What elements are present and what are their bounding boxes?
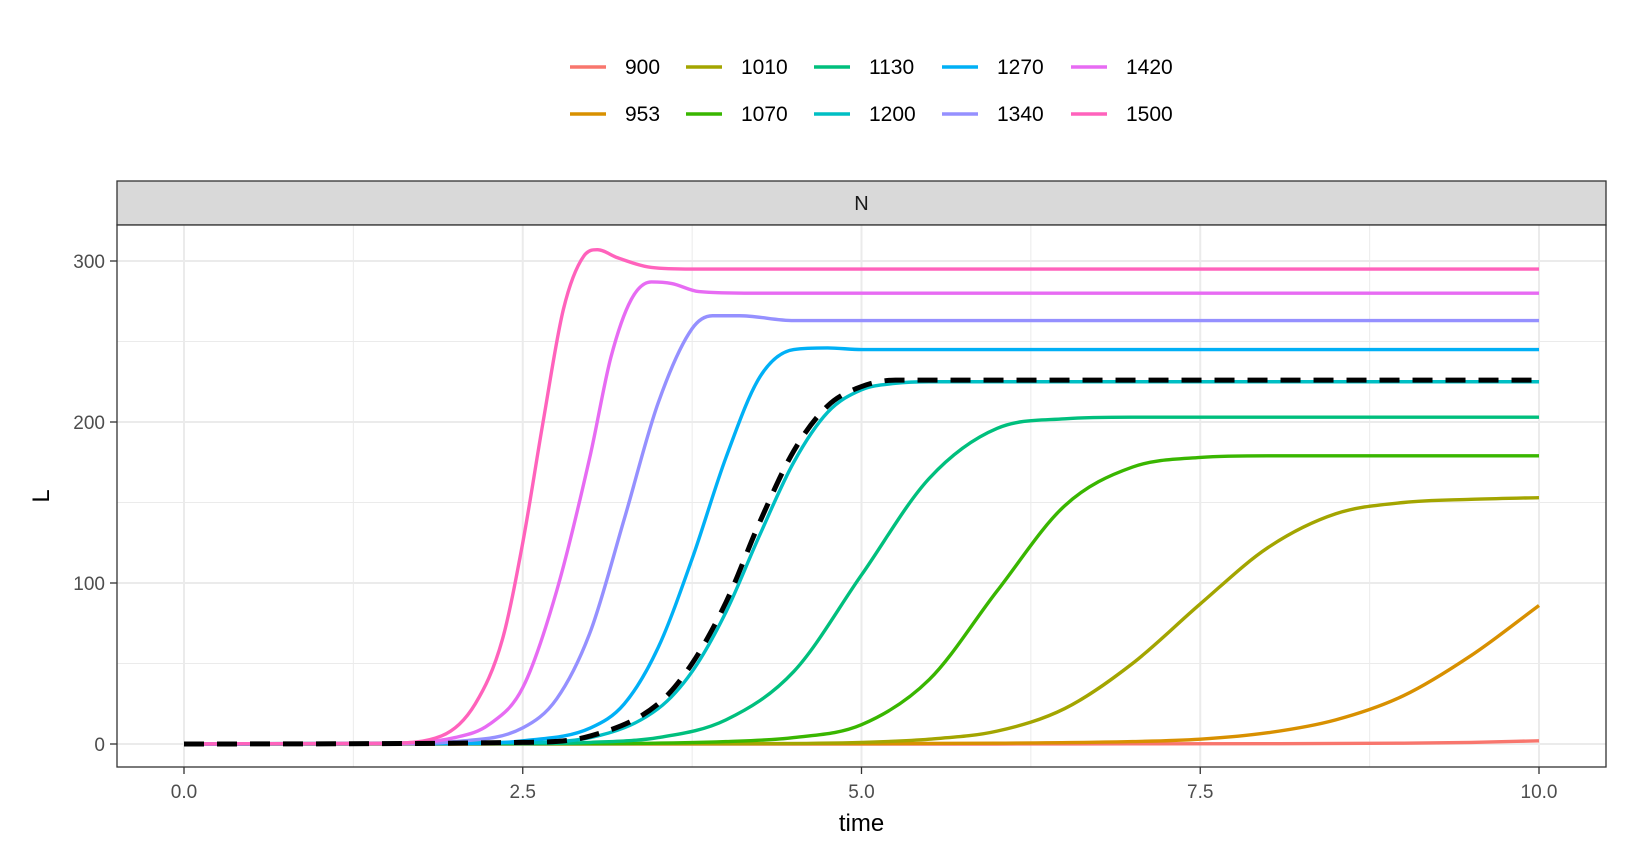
- legend-item-1340: 1340: [942, 103, 1044, 126]
- facet-strip: N: [116, 180, 1607, 226]
- y-tick-label: 200: [73, 413, 105, 434]
- legend-item-900: 900: [570, 56, 660, 79]
- legend-item-1070: 1070: [686, 103, 788, 126]
- x-axis-title: time: [839, 810, 884, 837]
- y-tick-label: 100: [73, 574, 105, 595]
- legend-item-1130: 1130: [814, 56, 914, 79]
- legend-label: 1270: [997, 56, 1044, 79]
- legend-label: 1070: [741, 103, 788, 126]
- y-tick-label: 0: [94, 735, 105, 756]
- x-tick-label: 2.5: [510, 782, 536, 803]
- legend-label: 1340: [997, 103, 1044, 126]
- legend-label: 1130: [869, 56, 914, 79]
- legend-item-1500: 1500: [1071, 103, 1173, 126]
- legend: 900 953 1010 1070 1130 1200 1270 1340 1420 1500: [570, 56, 1173, 126]
- series-line-1420: [183, 280, 1539, 746]
- legend-label: 1200: [869, 103, 916, 126]
- facet-strip-background: [116, 180, 1607, 226]
- legend-item-1200: 1200: [814, 103, 916, 126]
- legend-label: 1420: [1126, 56, 1173, 79]
- series-line-1010: [183, 495, 1540, 746]
- axes: 0.0 2.5 5.0 7.5 10.0 0 100 200 300: [73, 252, 1557, 803]
- y-axis-title: L: [28, 489, 55, 502]
- y-tick-label: 300: [73, 252, 105, 273]
- x-tick-label: 0.0: [171, 782, 197, 803]
- legend-item-1010: 1010: [686, 56, 788, 79]
- legend-item-1270: 1270: [942, 56, 1044, 79]
- x-tick-label: 5.0: [848, 782, 874, 803]
- series-layer: [183, 248, 1541, 747]
- legend-item-953: 953: [570, 103, 660, 126]
- legend-label: 900: [625, 56, 660, 79]
- legend-label: 1500: [1126, 103, 1173, 126]
- series-line-1500: [183, 248, 1539, 746]
- x-tick-label: 7.5: [1187, 782, 1213, 803]
- legend-item-1420: 1420: [1071, 56, 1173, 79]
- x-tick-label: 10.0: [1521, 782, 1558, 803]
- reference-dashed-line: [183, 377, 1539, 747]
- facet-strip-label: N: [854, 193, 868, 215]
- series-line-1270: [183, 346, 1539, 746]
- legend-label: 953: [625, 103, 660, 126]
- legend-label: 1010: [741, 56, 788, 79]
